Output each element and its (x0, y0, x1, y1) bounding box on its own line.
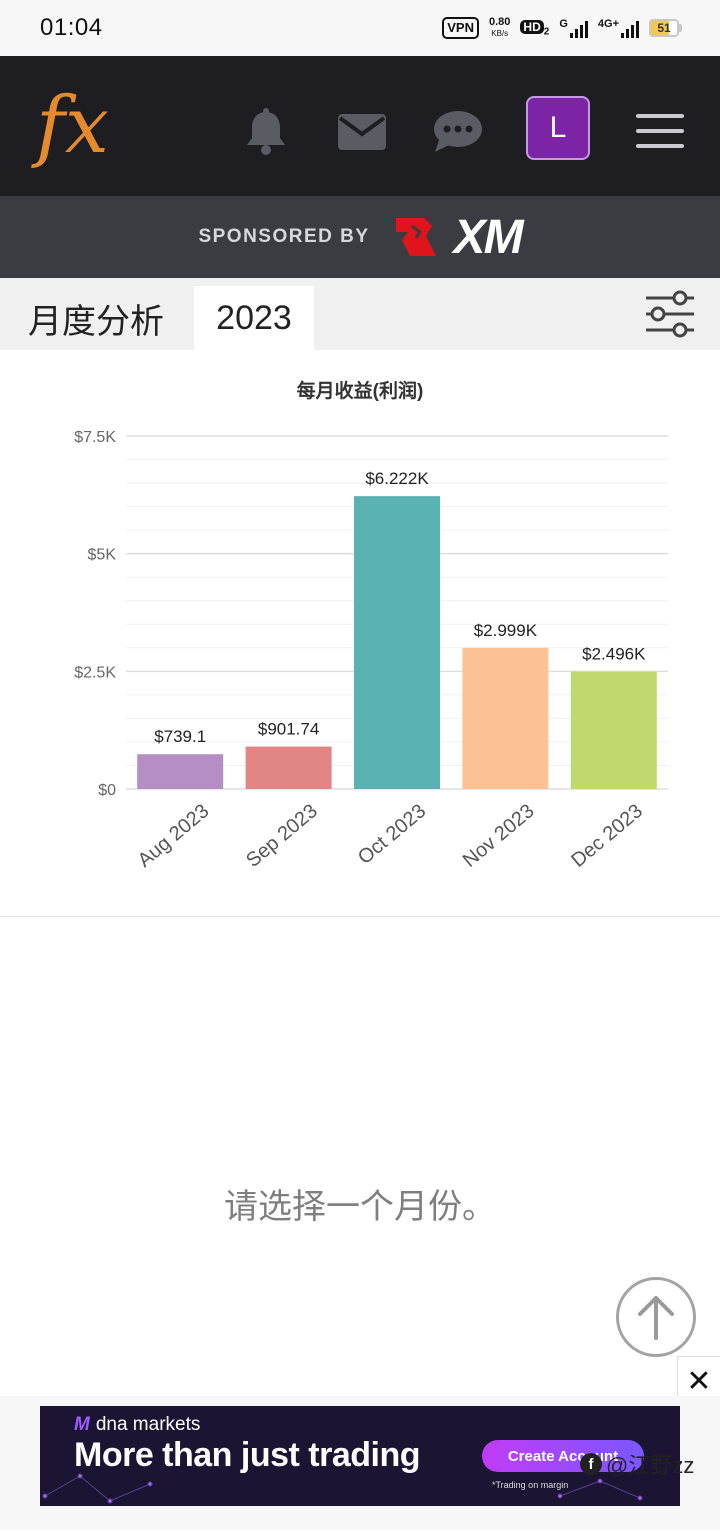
watermark-text: @江野zz (606, 1453, 695, 1478)
signal-bars-icon (621, 18, 639, 38)
bell-icon[interactable] (240, 106, 292, 158)
chart-title: 每月收益(利润) (296, 381, 424, 402)
xm-brand: XM (453, 210, 524, 264)
fx-logo[interactable]: fx (28, 74, 128, 174)
scroll-top-button[interactable] (616, 1277, 696, 1357)
bar-nov-2023 (462, 647, 549, 789)
status-icons: VPN 0.80 KB/s HD 2 G 4G+ 51 (442, 16, 682, 40)
net-speed-value: 0.80 (489, 16, 511, 28)
net-speed-unit: KB/s (491, 29, 509, 38)
signal-g: G (559, 18, 588, 38)
x-tick-label: Sep 2023 (242, 800, 322, 872)
bar-sep-2023 (245, 746, 332, 789)
hd-sub: 2 (543, 26, 550, 38)
create-account-button[interactable]: Create Account (482, 1440, 644, 1472)
status-bar: 01:04 VPN 0.80 KB/s HD 2 G 4G+ 51 (0, 0, 720, 56)
battery-level: 51 (649, 19, 679, 37)
signal-4g: 4G+ (598, 18, 639, 38)
ad-headline: More than just trading (74, 1436, 421, 1474)
hd-indicator: HD 2 (520, 18, 550, 38)
x-tick-label: Aug 2023 (134, 800, 214, 872)
xm-logo: XM (392, 210, 524, 265)
x-tick-label: Dec 2023 (567, 800, 647, 872)
chat-icon[interactable] (432, 106, 484, 158)
bar-data-label: $2.999K (474, 621, 538, 640)
bar-data-label: $2.496K (582, 645, 646, 664)
network-g-label: G (559, 18, 568, 30)
signal-bars-icon (569, 18, 588, 38)
y-tick-label: $0 (98, 782, 116, 799)
x-tick-label: Oct 2023 (354, 800, 430, 869)
network-4g-label: 4G+ (597, 18, 619, 30)
net-speed: 0.80 KB/s (489, 17, 510, 39)
bar-data-label: $739.1 (154, 727, 206, 746)
menu-icon[interactable] (636, 114, 684, 148)
bar-data-label: $901.74 (258, 720, 319, 739)
sponsor-label: SPONSORED BY (198, 226, 370, 247)
hd-badge: HD (520, 20, 544, 35)
ad-network-decoration (42, 1473, 643, 1504)
analysis-tab-row: 月度分析 2023 (0, 278, 720, 350)
arrow-up-icon (638, 1296, 674, 1340)
select-month-prompt: 请选择一个月份。 (224, 1188, 496, 1226)
avatar[interactable]: L (526, 96, 590, 160)
bar-oct-2023 (354, 496, 440, 789)
y-tick-label: $2.5K (74, 664, 116, 681)
year-tab[interactable]: 2023 (194, 286, 314, 350)
ad-fine-print: *Trading on margin (492, 1480, 569, 1490)
vpn-badge: VPN (442, 17, 479, 39)
bar-data-label: $6.222K (365, 469, 429, 488)
battery-icon: 51 (649, 19, 682, 37)
ad-brand-name: dna markets (95, 1414, 201, 1435)
status-time: 01:04 (40, 14, 103, 41)
x-tick-label: Nov 2023 (459, 800, 539, 872)
facebook-icon: f (580, 1453, 602, 1475)
y-tick-label: $7.5K (74, 429, 116, 446)
y-tick-label: $5K (88, 547, 117, 564)
filter-settings-icon[interactable] (644, 290, 696, 338)
dna-logo-icon: M (74, 1414, 90, 1435)
bar-dec-2023 (570, 671, 657, 789)
mail-icon[interactable] (336, 106, 388, 158)
month-detail-panel: 请选择一个月份。 (0, 916, 720, 1396)
watermark: f @江野zz (580, 1448, 694, 1480)
section-label: 月度分析 (28, 303, 164, 341)
monthly-profit-chart: 每月收益(利润) $0 $2.5K $5K $7.5K $739.1 Aug 2023 $9… (0, 350, 720, 916)
xm-mark-icon (395, 218, 436, 256)
sponsor-banner[interactable]: SPONSORED BY XM (0, 196, 720, 278)
app-header: fx L (0, 56, 720, 196)
chart-canvas: $0 $2.5K $5K $7.5K $739.1 Aug 2023 $901.74 Sep … (74, 429, 668, 872)
bar-aug-2023 (137, 754, 224, 789)
logo-text: fx (31, 81, 109, 171)
